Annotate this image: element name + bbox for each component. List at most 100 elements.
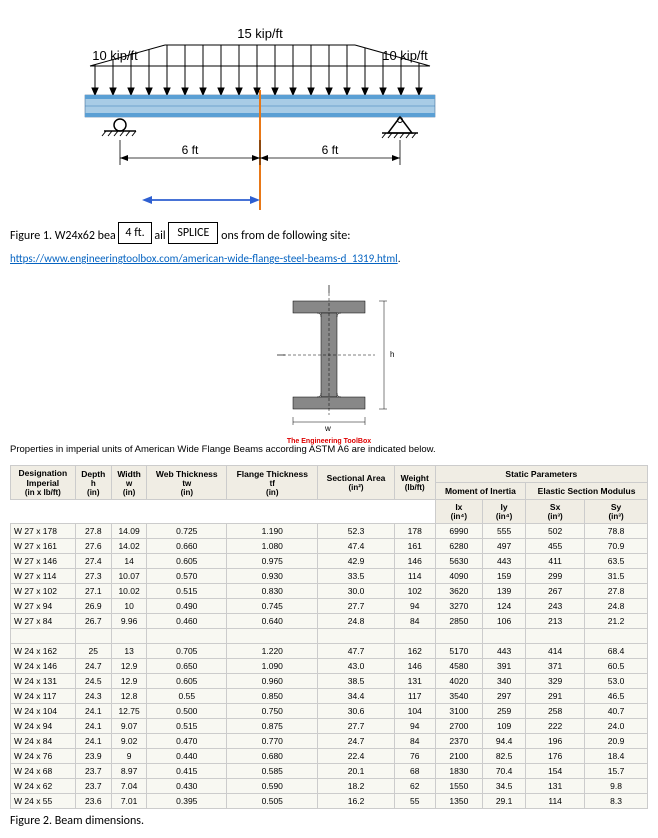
table-row: W 27 x 17827.814.090.7251.19052.31786990…	[11, 524, 648, 539]
cell: 46.5	[585, 689, 648, 704]
cell: 12.9	[111, 674, 146, 689]
cell: 22.4	[318, 749, 394, 764]
cell: 299	[526, 569, 585, 584]
cell: 3270	[435, 599, 482, 614]
cell: 443	[483, 644, 526, 659]
cell: W 24 x 76	[11, 749, 76, 764]
table-row: W 27 x 9426.9100.4900.74527.794327012424…	[11, 599, 648, 614]
cell: 2700	[435, 719, 482, 734]
col-static: Static Parameters	[435, 466, 647, 483]
left-span-label: 6 ft	[182, 143, 199, 157]
svg-text:h: h	[390, 350, 394, 359]
cell: 3540	[435, 689, 482, 704]
cell: 94.4	[483, 734, 526, 749]
cell: 47.4	[318, 539, 394, 554]
cell: 555	[483, 524, 526, 539]
cell: 497	[483, 539, 526, 554]
cell: 24.3	[75, 689, 111, 704]
cell: 0.515	[147, 584, 227, 599]
cell: 0.875	[227, 719, 318, 734]
cell: 0.415	[147, 764, 227, 779]
cell: 63.5	[585, 554, 648, 569]
cell: 30.0	[318, 584, 394, 599]
cell: 1.190	[227, 524, 318, 539]
cell: 1.090	[227, 659, 318, 674]
splice-label-box: SPLICE	[168, 222, 218, 244]
table-row: W 24 x 6223.77.040.4300.59018.262155034.…	[11, 779, 648, 794]
beam-properties-table: Designation Imperial (in x lb/ft) Depth …	[10, 465, 648, 809]
cell: 27.8	[585, 584, 648, 599]
cell: W 24 x 162	[11, 644, 76, 659]
col-ix: Ix(in⁴)	[435, 500, 482, 524]
cell: 14	[111, 554, 146, 569]
svg-text:w: w	[324, 424, 331, 433]
cell: 5170	[435, 644, 482, 659]
cell: W 27 x 84	[11, 614, 76, 629]
cell: 25	[75, 644, 111, 659]
cell: 0.725	[147, 524, 227, 539]
cell: 0.440	[147, 749, 227, 764]
cell: 27.6	[75, 539, 111, 554]
cell: 0.830	[227, 584, 318, 599]
cell: 391	[483, 659, 526, 674]
cell: 1.080	[227, 539, 318, 554]
cell: 33.5	[318, 569, 394, 584]
cell: 12.9	[111, 659, 146, 674]
cell: 24.8	[585, 599, 648, 614]
cell: 104	[394, 704, 435, 719]
cell: 30.6	[318, 704, 394, 719]
col-area: Sectional Area (in²)	[318, 466, 394, 500]
cell: 8.97	[111, 764, 146, 779]
cell: 0.395	[147, 794, 227, 809]
cell: 106	[483, 614, 526, 629]
cell: 291	[526, 689, 585, 704]
cell: 131	[394, 674, 435, 689]
cell: 0.570	[147, 569, 227, 584]
cell: 0.605	[147, 674, 227, 689]
cell: 84	[394, 614, 435, 629]
cell: 27.8	[75, 524, 111, 539]
cell: 154	[526, 764, 585, 779]
table-row: W 24 x 13124.512.90.6050.96038.513140203…	[11, 674, 648, 689]
cell: 4580	[435, 659, 482, 674]
cell: 114	[394, 569, 435, 584]
table-row: W 24 x 10424.112.750.5000.75030.61043100…	[11, 704, 648, 719]
cell: 0.470	[147, 734, 227, 749]
cell: W 27 x 161	[11, 539, 76, 554]
cell: 222	[526, 719, 585, 734]
figure2-caption: Figure 2. Beam dimensions.	[10, 814, 648, 828]
table-row: W 24 x 7623.990.4400.68022.476210082.517…	[11, 749, 648, 764]
col-sy: Sy(in³)	[585, 500, 648, 524]
table-row: W 27 x 8426.79.960.4600.64024.8842850106…	[11, 614, 648, 629]
cell: 52.3	[318, 524, 394, 539]
table-row: W 27 x 16127.614.020.6601.08047.41616280…	[11, 539, 648, 554]
table-row: W 24 x 9424.19.070.5150.87527.7942700109…	[11, 719, 648, 734]
cell: 82.5	[483, 749, 526, 764]
cell: 43.0	[318, 659, 394, 674]
cell: 9.07	[111, 719, 146, 734]
cell: 34.4	[318, 689, 394, 704]
cell: W 24 x 131	[11, 674, 76, 689]
cell: 196	[526, 734, 585, 749]
cell: W 27 x 146	[11, 554, 76, 569]
cell: W 27 x 178	[11, 524, 76, 539]
cell: 131	[526, 779, 585, 794]
cell: 259	[483, 704, 526, 719]
table-row: W 24 x 16225130.7051.22047.7162517044341…	[11, 644, 648, 659]
cell: W 24 x 68	[11, 764, 76, 779]
cell: 5630	[435, 554, 482, 569]
cell: 7.01	[111, 794, 146, 809]
cell: 0.745	[227, 599, 318, 614]
cell: W 27 x 94	[11, 599, 76, 614]
cell: 21.2	[585, 614, 648, 629]
cell: 117	[394, 689, 435, 704]
cell: 70.4	[483, 764, 526, 779]
cell: 68	[394, 764, 435, 779]
cell: 213	[526, 614, 585, 629]
col-moment: Moment of Inertia	[435, 483, 525, 500]
toolbox-link[interactable]: https://www.engineeringtoolbox.com/ameri…	[10, 252, 398, 265]
table-row: W 24 x 11724.312.80.550.85034.4117354029…	[11, 689, 648, 704]
cell: 42.9	[318, 554, 394, 569]
cell: 4020	[435, 674, 482, 689]
ibeam-credit: The Engineering ToolBox	[259, 438, 399, 445]
